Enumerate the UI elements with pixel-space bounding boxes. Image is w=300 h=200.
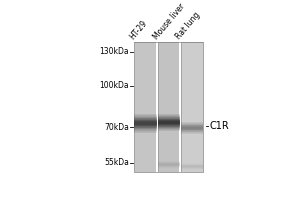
Bar xyxy=(181,163,203,164)
Bar xyxy=(181,164,203,165)
Bar xyxy=(181,125,203,126)
Bar xyxy=(134,116,157,117)
Bar xyxy=(134,120,157,121)
Bar xyxy=(181,131,203,132)
Bar xyxy=(134,129,157,130)
Bar xyxy=(181,165,203,166)
Bar xyxy=(181,123,203,124)
Bar xyxy=(158,124,180,125)
Bar xyxy=(134,132,157,133)
Text: 70kDa: 70kDa xyxy=(104,123,129,132)
Bar xyxy=(181,129,203,130)
Bar xyxy=(181,127,203,128)
Bar xyxy=(181,130,203,131)
Bar xyxy=(134,125,157,126)
Bar xyxy=(158,125,180,126)
Text: HT-29: HT-29 xyxy=(128,18,149,41)
Bar xyxy=(134,119,157,120)
Bar xyxy=(134,42,157,172)
Bar xyxy=(181,126,203,127)
Bar xyxy=(158,163,180,164)
Bar xyxy=(158,42,180,172)
Bar xyxy=(158,122,180,123)
Bar xyxy=(134,121,157,122)
Bar xyxy=(134,123,157,124)
Bar xyxy=(134,124,157,125)
Text: C1R: C1R xyxy=(209,121,229,131)
Bar xyxy=(134,118,157,119)
Bar xyxy=(158,115,180,116)
Bar xyxy=(181,122,203,123)
Bar xyxy=(158,120,180,121)
Bar xyxy=(181,169,203,170)
Bar xyxy=(158,130,180,131)
Bar xyxy=(158,116,180,117)
Bar xyxy=(158,161,180,162)
Bar xyxy=(158,165,180,166)
Bar xyxy=(134,115,157,116)
Bar xyxy=(134,127,157,128)
Bar xyxy=(181,133,203,134)
Bar xyxy=(158,164,180,165)
Text: 55kDa: 55kDa xyxy=(104,158,129,167)
Bar xyxy=(158,119,180,120)
Bar xyxy=(181,42,203,172)
Bar xyxy=(158,121,180,122)
Bar xyxy=(134,122,157,123)
Bar xyxy=(158,128,180,129)
Bar xyxy=(181,168,203,169)
Bar xyxy=(158,167,180,168)
Bar xyxy=(181,124,203,125)
Text: Rat lung: Rat lung xyxy=(175,10,202,41)
Bar xyxy=(134,131,157,132)
Bar xyxy=(134,117,157,118)
Bar xyxy=(181,132,203,133)
Text: 130kDa: 130kDa xyxy=(99,47,129,56)
Bar xyxy=(158,166,180,167)
Bar xyxy=(158,114,180,115)
Text: 100kDa: 100kDa xyxy=(99,81,129,90)
Bar xyxy=(158,123,180,124)
Bar xyxy=(134,114,157,115)
Bar xyxy=(134,128,157,129)
Bar xyxy=(179,42,181,172)
Bar xyxy=(158,129,180,130)
Bar xyxy=(181,166,203,167)
Bar xyxy=(158,118,180,119)
Bar xyxy=(158,127,180,128)
Bar xyxy=(156,42,158,172)
Bar xyxy=(158,162,180,163)
Text: Mouse liver: Mouse liver xyxy=(151,1,187,41)
Bar xyxy=(181,167,203,168)
Bar xyxy=(134,130,157,131)
Bar xyxy=(158,117,180,118)
Bar xyxy=(158,126,180,127)
Bar xyxy=(134,126,157,127)
Bar xyxy=(181,128,203,129)
